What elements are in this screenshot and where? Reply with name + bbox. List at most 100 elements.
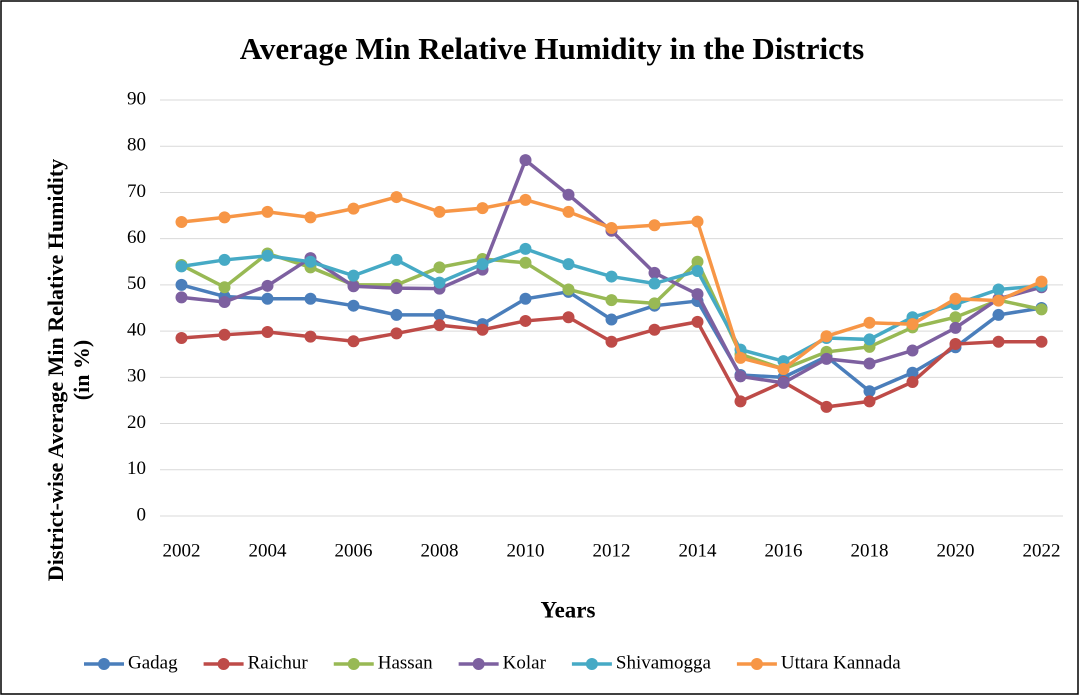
y-tick-label: 0 xyxy=(137,504,147,525)
legend-item: Raichur xyxy=(203,652,309,673)
data-point xyxy=(304,292,317,305)
data-point xyxy=(992,294,1005,307)
data-point xyxy=(304,255,317,268)
x-tick-label: 2016 xyxy=(765,540,803,561)
data-point xyxy=(777,376,790,389)
data-point xyxy=(605,294,618,307)
data-point xyxy=(347,280,360,293)
data-point xyxy=(433,319,446,332)
data-point xyxy=(949,321,962,334)
data-point xyxy=(949,338,962,351)
data-point xyxy=(218,295,231,308)
y-tick-label: 10 xyxy=(127,458,146,479)
x-tick-label: 2014 xyxy=(679,540,718,561)
data-point xyxy=(390,327,403,340)
legend-item: Uttara Kannada xyxy=(736,652,901,673)
data-point xyxy=(175,291,188,304)
y-axis-label-line: (in %) xyxy=(69,340,94,401)
x-tick-label: 2002 xyxy=(163,540,201,561)
legend-item: Gadag xyxy=(84,652,178,673)
data-point xyxy=(175,260,188,273)
data-point xyxy=(820,352,833,365)
x-tick-label: 2010 xyxy=(507,540,545,561)
data-point xyxy=(519,154,532,167)
legend-marker xyxy=(347,658,360,670)
legend-item: Kolar xyxy=(458,652,547,673)
data-point xyxy=(734,370,747,383)
data-point xyxy=(605,335,618,348)
data-point xyxy=(347,202,360,215)
data-point xyxy=(390,282,403,295)
legend-label: Raichur xyxy=(248,652,309,673)
data-point xyxy=(906,366,919,379)
data-point xyxy=(562,283,575,296)
data-point xyxy=(605,270,618,283)
data-point xyxy=(648,219,661,232)
x-axis-label: Years xyxy=(541,597,596,622)
data-point xyxy=(261,279,274,292)
data-point xyxy=(433,205,446,218)
data-point xyxy=(261,326,274,339)
data-point xyxy=(863,395,876,408)
data-point xyxy=(992,283,1005,296)
x-tick-label: 2022 xyxy=(1023,540,1061,561)
data-point xyxy=(390,308,403,321)
y-axis-label-line: District-wise Average Min Relative Humid… xyxy=(43,159,68,581)
data-point xyxy=(304,330,317,343)
data-point xyxy=(1035,335,1048,348)
y-tick-label: 70 xyxy=(127,181,146,202)
data-point xyxy=(347,299,360,312)
data-point xyxy=(949,292,962,305)
data-point xyxy=(648,297,661,310)
data-point xyxy=(691,315,704,328)
legend-item: Shivamogga xyxy=(571,652,712,673)
data-point xyxy=(519,314,532,327)
y-tick-label: 30 xyxy=(127,366,146,387)
data-point xyxy=(820,330,833,343)
data-point xyxy=(777,363,790,376)
x-tick-label: 2006 xyxy=(335,540,373,561)
legend-label: Gadag xyxy=(128,652,178,673)
data-point xyxy=(261,205,274,218)
data-point xyxy=(1035,275,1048,288)
legend-marker xyxy=(750,658,763,670)
data-point xyxy=(519,242,532,255)
legend-label: Kolar xyxy=(503,652,547,673)
data-point xyxy=(562,188,575,201)
data-point xyxy=(605,313,618,326)
y-tick-label: 20 xyxy=(127,412,146,433)
data-point xyxy=(562,205,575,218)
data-point xyxy=(562,258,575,271)
data-point xyxy=(390,253,403,266)
x-tick-label: 2004 xyxy=(249,540,288,561)
data-point xyxy=(218,211,231,224)
data-point xyxy=(476,202,489,215)
y-tick-label: 50 xyxy=(127,273,146,294)
data-point xyxy=(519,292,532,305)
data-point xyxy=(261,249,274,262)
data-point xyxy=(519,193,532,206)
legend-marker xyxy=(472,658,485,670)
data-point xyxy=(304,211,317,224)
x-tick-label: 2020 xyxy=(937,540,975,561)
data-point xyxy=(863,385,876,398)
legend-label: Shivamogga xyxy=(616,652,712,673)
data-point xyxy=(906,375,919,388)
x-tick-label: 2012 xyxy=(593,540,631,561)
data-point xyxy=(175,332,188,345)
data-point xyxy=(906,344,919,357)
data-point xyxy=(820,400,833,413)
x-tick-label: 2008 xyxy=(421,540,459,561)
data-point xyxy=(261,292,274,305)
data-point xyxy=(691,288,704,301)
chart-title: Average Min Relative Humidity in the Dis… xyxy=(240,31,864,66)
data-point xyxy=(992,335,1005,348)
legend: Gadag Raichur Hassan Kolar Shivamogga Uttara … xyxy=(84,652,901,673)
data-point xyxy=(992,308,1005,321)
data-point xyxy=(347,335,360,348)
data-point xyxy=(218,253,231,266)
data-point xyxy=(863,333,876,346)
data-point xyxy=(347,269,360,282)
data-point xyxy=(648,323,661,336)
